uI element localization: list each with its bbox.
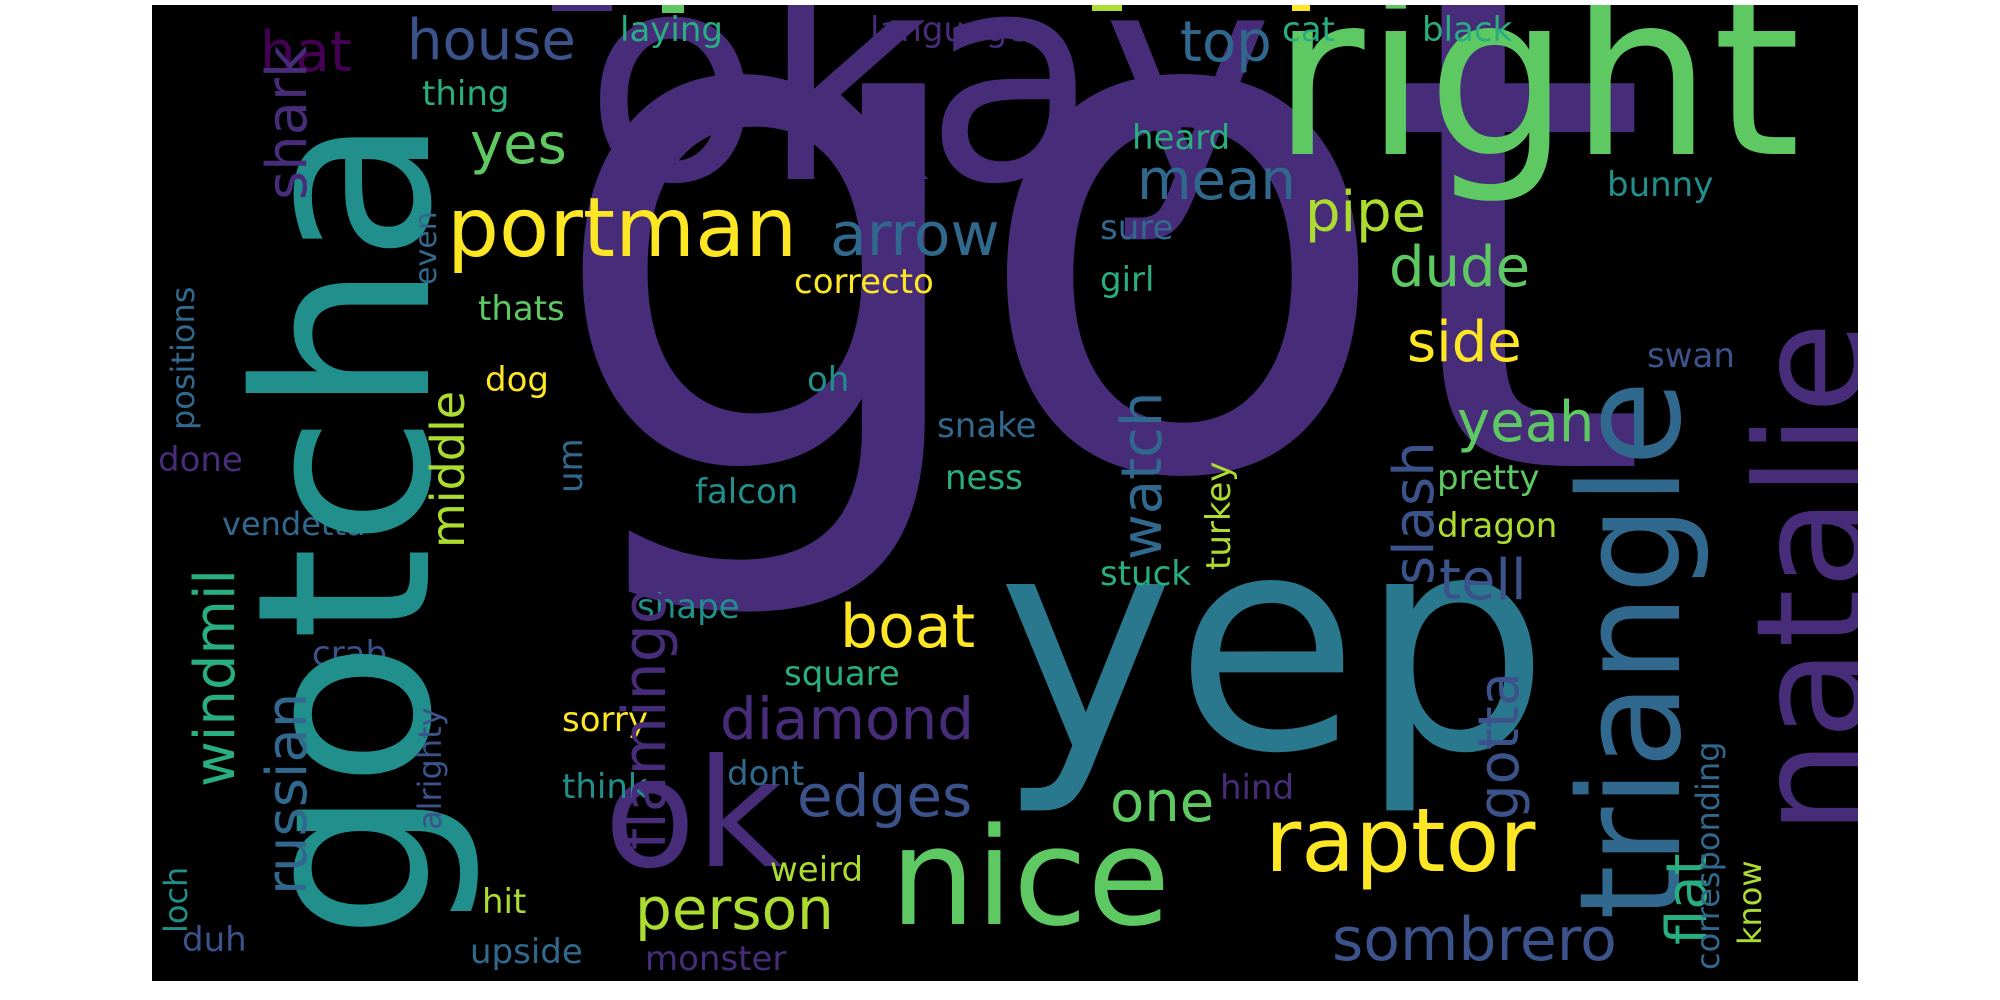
word-know: know [1731,860,1769,945]
word-um: um [551,438,591,493]
word-right: right [1272,5,1801,208]
word-turkey: turkey [1199,461,1239,570]
word-tell: tell [1439,548,1527,613]
word-snake: snake [937,406,1037,446]
word-thats: thats [478,289,565,329]
word-dude: dude [1389,235,1531,300]
word-hat: hat [260,20,352,85]
word-loch: loch [157,866,195,933]
word-cat: cat [1282,10,1335,50]
word-top: top [1180,10,1272,75]
word-correcto: correcto [794,262,934,302]
word-triangle: triangle [1550,380,1713,920]
word-shark: shark [255,45,320,200]
word-hit: hit [482,882,527,922]
word-yep: yep [997,470,1550,819]
word-cloud-panel: got okay right yep nice ok portman rapto… [152,5,1858,981]
word-dont: dont [727,754,805,794]
word-falcon: falcon [695,472,799,512]
word-weird: weird [770,850,864,890]
word-positions: positions [164,286,202,430]
word-arrow: arrow [830,200,1000,270]
clipped-fragment [662,5,684,13]
word-heard: heard [1132,118,1231,158]
word-dragon: dragon [1437,506,1558,546]
word-alrighty: alrighty [411,707,449,830]
word-yeah: yeah [1457,390,1595,455]
word-girl: girl [1100,260,1155,300]
word-middle: middle [421,390,475,548]
word-language: language [870,10,1029,50]
word-laying: laying [620,10,723,50]
word-ness: ness [945,458,1023,498]
word-pipe: pipe [1305,180,1427,245]
word-thing: thing [422,74,510,114]
word-edges: edges [797,762,973,830]
word-upside: upside [470,932,583,972]
word-person: person [635,875,834,943]
word-house: house [407,8,576,73]
word-even: even [409,211,444,285]
word-portman: portman [447,181,798,276]
word-dog: dog [485,360,549,400]
word-nice: nice [890,799,1171,956]
word-boat: boat [840,592,976,662]
clipped-fragment [1092,5,1122,11]
clipped-fragment [552,5,612,11]
word-natalie: natalie [1725,321,1858,835]
word-sorry: sorry [562,700,648,740]
word-gotta: gotta [1467,671,1532,820]
word-raptor: raptor [1265,789,1536,892]
word-russian: russian [255,692,320,895]
word-hind: hind [1220,768,1295,808]
word-done: done [158,440,243,480]
word-oh: oh [807,360,850,400]
word-black: black [1422,10,1513,50]
word-side: side [1407,310,1522,375]
word-flamingo: flamingo [610,587,680,851]
word-stuck: stuck [1100,554,1191,594]
word-pretty: pretty [1437,458,1540,498]
word-duh: duh [182,920,247,960]
word-slash: slash [1382,441,1447,585]
word-vendetta: vendetta [222,505,366,543]
word-diamond: diamond [720,685,975,753]
word-windmil: windmil [183,568,248,787]
word-got: got [544,5,1651,632]
word-monster: monster [645,939,787,979]
word-shape: shape [637,587,740,627]
word-one: one [1110,770,1215,835]
word-yes: yes [470,112,567,177]
word-sure: sure [1100,208,1174,248]
word-square: square [784,654,900,694]
word-swan: swan [1647,336,1735,376]
word-bunny: bunny [1607,165,1714,205]
word-ok: ok [604,728,783,902]
word-mean: mean [1137,148,1296,213]
word-corresponding: corresponding [1689,741,1727,970]
word-crab: crab [312,634,388,674]
word-watch: watch [1110,391,1175,560]
word-okay: okay [584,5,1274,248]
clipped-fragment [1292,5,1310,11]
word-sombrero: sombrero [1332,905,1617,975]
word-think: think [562,767,648,807]
